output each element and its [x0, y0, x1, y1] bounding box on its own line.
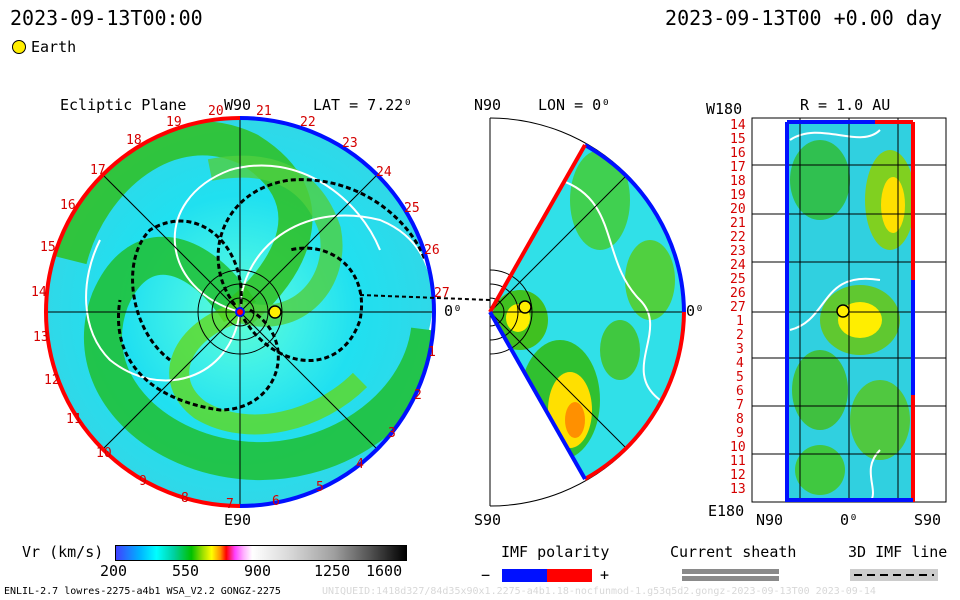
imf-positive-swatch	[547, 569, 592, 582]
radial-row-label: 4	[736, 356, 744, 371]
radial-row-label: 5	[736, 370, 744, 385]
footer-right: UNIQUEID:1418d327/84d35x90x1.2275-a4b1.1…	[322, 586, 876, 597]
radial-row-label: 20	[730, 202, 746, 217]
colorbar-label: Vr (km/s)	[22, 543, 104, 561]
imf-polarity-title: IMF polarity	[501, 543, 610, 561]
imf-line-dash	[854, 574, 934, 576]
current-sheath-swatch	[682, 576, 779, 581]
radial-row-label: 23	[730, 244, 746, 259]
colorbar-tick: 1250	[314, 562, 351, 580]
radial-row-label: 8	[736, 412, 744, 427]
colorbar-tick: 200	[100, 562, 128, 580]
radial-row-label: 12	[730, 468, 746, 483]
radial-row-label: 9	[736, 426, 744, 441]
radial-row-label: 2	[736, 328, 744, 343]
radial-row-label: 15	[730, 132, 746, 147]
carr-label: 24	[376, 165, 392, 180]
carr-label: 16	[60, 198, 76, 213]
meridional-lon-label: LON = 0⁰	[538, 96, 611, 114]
radial-row-label: 10	[730, 440, 746, 455]
colorbar-tick: 550	[172, 562, 200, 580]
earth-marker-ecliptic	[268, 305, 282, 319]
imf-plus-label: +	[600, 566, 610, 584]
carr-label: 26	[424, 243, 440, 258]
ecliptic-bottom-label: E90	[224, 511, 252, 529]
imf-minus-label: −	[481, 566, 491, 584]
carr-label: 2	[414, 388, 422, 403]
carr-label: 4	[356, 457, 364, 472]
radial-row-label: 18	[730, 174, 746, 189]
radial-axis-0: 0⁰	[840, 511, 859, 529]
earth-marker-radial	[836, 304, 850, 318]
ecliptic-title: Ecliptic Plane	[60, 96, 187, 114]
carr-label: 6	[272, 494, 280, 509]
carr-label: 23	[342, 136, 358, 151]
carr-label: 20	[208, 104, 224, 119]
current-sheath-title: Current sheath	[670, 543, 797, 561]
current-sheath-swatch	[682, 569, 779, 574]
radial-row-label: 11	[730, 454, 746, 469]
carr-label: 5	[316, 480, 324, 495]
sun-icon	[235, 307, 245, 317]
carr-label: 19	[166, 115, 182, 130]
radial-row-label: 6	[736, 384, 744, 399]
meridional-top-label: N90	[474, 96, 502, 114]
colorbar-tick: 1600	[366, 562, 403, 580]
radial-row-label: 17	[730, 160, 746, 175]
carr-label: 10	[96, 446, 112, 461]
earth-legend-icon	[12, 40, 26, 54]
meridional-right-label: 0⁰	[686, 302, 705, 320]
carr-label: 27	[434, 286, 450, 301]
radial-r-label: R = 1.0 AU	[800, 96, 891, 114]
carr-label: 17	[90, 163, 106, 178]
carr-label: 22	[300, 115, 316, 130]
colorbar	[115, 545, 407, 561]
radial-row-label: 13	[730, 482, 746, 497]
earth-marker-meridional	[518, 300, 532, 314]
carr-label: 8	[181, 491, 189, 506]
radial-row-label: 27	[730, 300, 746, 315]
footer-left: ENLIL-2.7 lowres-2275-a4b1 WSA_V2.2 GONG…	[4, 586, 281, 597]
earth-legend-label: Earth	[31, 38, 77, 56]
carr-label: 11	[66, 412, 82, 427]
ecliptic-lat-label: LAT = 7.22⁰	[313, 96, 413, 114]
carr-label: 12	[44, 373, 60, 388]
colorbar-tick: 900	[244, 562, 272, 580]
imf-line-title: 3D IMF line	[848, 543, 948, 561]
carr-label: 15	[40, 240, 56, 255]
radial-top-left-label: W180	[706, 100, 743, 118]
carr-label: 9	[139, 474, 147, 489]
carr-label: 14	[31, 285, 47, 300]
radial-row-label: 26	[730, 286, 746, 301]
carr-label: 3	[388, 426, 396, 441]
radial-row-label: 19	[730, 188, 746, 203]
radial-row-label: 24	[730, 258, 746, 273]
date-right: 2023-09-13T00 +0.00 day	[665, 6, 942, 30]
carr-label: 25	[404, 201, 420, 216]
date-left: 2023-09-13T00:00	[10, 6, 203, 30]
carr-label: 21	[256, 104, 272, 119]
radial-axis-n90: N90	[756, 511, 784, 529]
carr-label: 18	[126, 133, 142, 148]
radial-row-label: 7	[736, 398, 744, 413]
radial-row-label: 1	[736, 314, 744, 329]
radial-row-label: 16	[730, 146, 746, 161]
radial-row-label: 3	[736, 342, 744, 357]
radial-bottom-left-label: E180	[708, 502, 745, 520]
meridional-bottom-label: S90	[474, 511, 502, 529]
carr-label: 13	[33, 330, 49, 345]
carr-label: 7	[226, 497, 234, 512]
ecliptic-top-label: W90	[224, 96, 252, 114]
radial-row-label: 25	[730, 272, 746, 287]
radial-row-label: 14	[730, 118, 746, 133]
carr-label: 1	[428, 345, 436, 360]
imf-negative-swatch	[502, 569, 547, 582]
radial-row-label: 22	[730, 230, 746, 245]
ecliptic-right-label: 0⁰	[444, 302, 463, 320]
radial-axis-s90: S90	[914, 511, 942, 529]
radial-row-label: 21	[730, 216, 746, 231]
